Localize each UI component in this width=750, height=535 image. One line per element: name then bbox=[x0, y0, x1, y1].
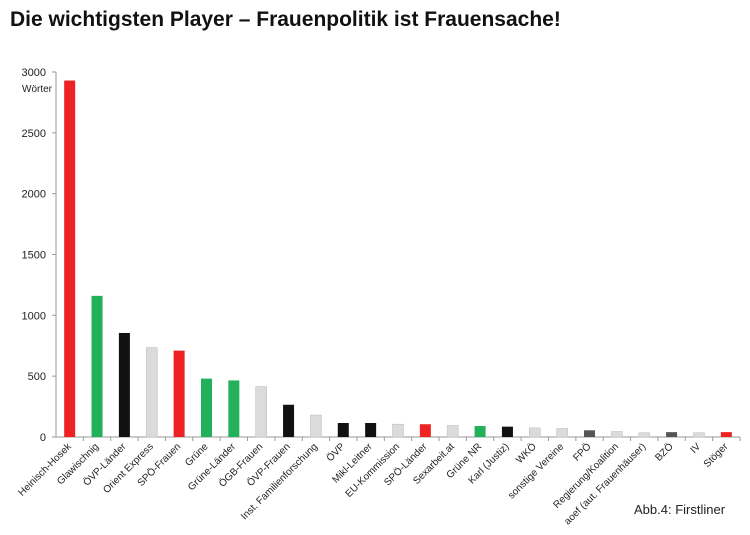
bar bbox=[666, 432, 678, 437]
y-tick-label: 0 bbox=[40, 432, 46, 444]
bar bbox=[310, 414, 322, 438]
chart-title: Die wichtigsten Player – Frauenpolitik i… bbox=[10, 8, 561, 31]
bar bbox=[720, 432, 732, 437]
x-tick-label: IV bbox=[689, 441, 704, 456]
bar bbox=[528, 427, 541, 438]
figure-caption: Abb.4: Firstliner bbox=[634, 502, 726, 517]
bar bbox=[91, 295, 103, 437]
bar bbox=[556, 428, 568, 438]
bar bbox=[228, 380, 240, 437]
bar bbox=[446, 425, 459, 438]
bar bbox=[337, 423, 349, 437]
x-tick-label: BZÖ bbox=[653, 440, 676, 463]
bar bbox=[365, 423, 377, 437]
y-tick-label: 1500 bbox=[22, 250, 46, 262]
bar bbox=[638, 432, 651, 438]
y-tick-label: 500 bbox=[28, 371, 46, 383]
y-tick-label: 1000 bbox=[22, 310, 46, 322]
bar bbox=[584, 430, 596, 437]
bar bbox=[611, 431, 623, 438]
y-tick-label: 3000 bbox=[22, 67, 46, 79]
bar bbox=[283, 404, 295, 437]
bar bbox=[419, 424, 431, 437]
x-tick-label: WKÖ bbox=[514, 440, 540, 466]
y-tick-label: 2500 bbox=[22, 128, 46, 140]
bar bbox=[501, 426, 513, 437]
bar bbox=[474, 426, 486, 437]
x-tick-label: ÖVP bbox=[324, 440, 348, 464]
bar bbox=[392, 423, 404, 438]
bar bbox=[200, 378, 212, 437]
y-axis-label: Wörter bbox=[22, 84, 53, 95]
bar bbox=[145, 347, 158, 438]
bar bbox=[693, 432, 705, 438]
x-tick-label: Stöger bbox=[702, 441, 731, 470]
x-tick-label: FPÖ bbox=[571, 440, 594, 463]
bar bbox=[255, 386, 267, 438]
bar bbox=[118, 332, 130, 437]
bar bbox=[173, 350, 185, 437]
y-tick-label: 2000 bbox=[22, 189, 46, 201]
bar bbox=[64, 80, 76, 438]
